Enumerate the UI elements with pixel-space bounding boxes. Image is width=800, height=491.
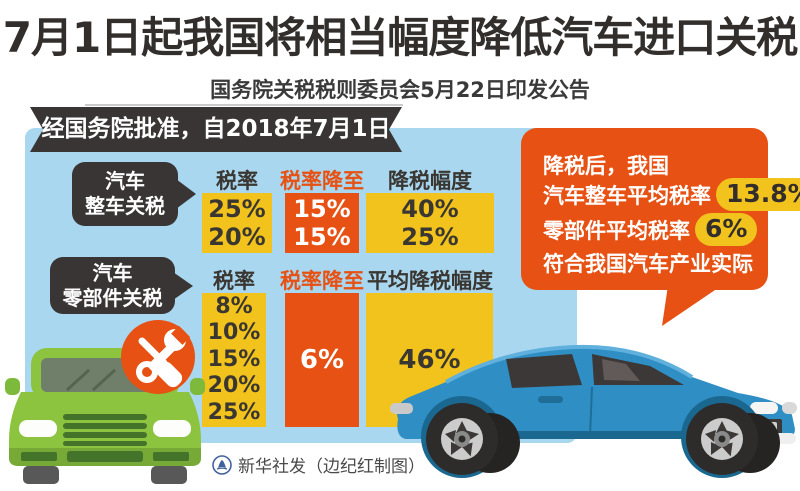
value-old-rate: 20% [208,223,266,251]
section-label-line1: 汽车 [105,169,145,193]
header-avg-reduction-2: 平均降税幅度 [367,269,493,293]
page-subtitle: 国务院关税税则委员会5月22日印发公告 [210,78,590,102]
value-old-rate: 20% [207,373,261,399]
header-reduction-1: 降税幅度 [388,169,472,193]
summary-callout-bubble: 降税后，我国 汽车整车平均税率 13.8% 零部件平均税率 6% 符合我国汽车产… [521,128,800,290]
section1-arrow-icon [176,179,196,209]
repair-tools-icon [121,320,195,394]
cell-new-rate-parts: 6% [285,293,359,427]
approval-ribbon: 经国务院批准，自2018年7月1日起 [30,107,402,152]
value-reduction: 25% [401,223,459,251]
value-old-rate: 15% [207,346,261,372]
page-title: 7月1日起我国将相当幅度降低汽车进口关税 [2,13,798,62]
header-rate-1: 税率 [216,169,258,193]
callout-line4: 符合我国汽车产业实际 [543,252,753,276]
xinhua-logo-icon [212,454,232,475]
header-rate-2: 税率 [213,269,255,293]
wrench-screwdriver-icon [136,325,191,388]
value-new-rate: 6% [299,344,345,375]
cell-new-rates-vehicle: 15% 15% [285,193,359,253]
cell-old-rates-vehicle: 25% 20% [202,193,272,253]
value-old-rate: 25% [208,195,266,223]
credit-text: 新华社发（边纪红制图） [238,457,425,477]
section-label-line1: 汽车 [92,260,133,285]
section-label-whole-vehicle: 汽车 整车关税 [72,162,178,226]
callout-tail [662,288,718,326]
value-old-rate: 25% [207,399,261,425]
header-rate-reduced-2: 税率降至 [280,269,364,293]
header-rate-reduced-1: 税率降至 [280,169,364,193]
front-wheel-icon [686,403,758,475]
rear-wheel-icon [426,403,498,475]
blue-car-illustration [390,344,797,478]
cell-reductions-vehicle: 40% 25% [366,193,494,253]
section-label-line2: 零部件关税 [62,285,163,310]
green-car-illustration [5,348,205,484]
value-new-rate: 15% [293,195,351,223]
section-label-line2: 整车关税 [85,194,165,218]
avg-vehicle-rate-badge: 13.8% [716,178,800,211]
cell-old-rates-parts: 8% 10% 15% 20% 25% [202,293,266,427]
section-label-parts: 汽车 零部件关税 [50,257,175,314]
callout-line2-label: 汽车整车平均税率 [543,183,711,208]
callout-line3-label: 零部件平均税率 [543,218,690,243]
avg-parts-rate-badge: 6% [695,213,758,246]
credit-line: 新华社发（边纪红制图） [212,452,425,477]
divider-line [85,104,403,106]
callout-line2: 汽车整车平均税率 13.8% [543,178,800,211]
value-old-rate: 8% [215,293,253,319]
value-old-rate: 10% [207,320,261,346]
callout-line3: 零部件平均税率 6% [543,213,758,246]
section2-arrow-icon [173,272,193,300]
value-reduction: 46% [398,344,461,375]
value-reduction: 40% [401,195,459,223]
callout-line1: 降税后，我国 [543,154,669,178]
value-new-rate: 15% [293,223,351,251]
